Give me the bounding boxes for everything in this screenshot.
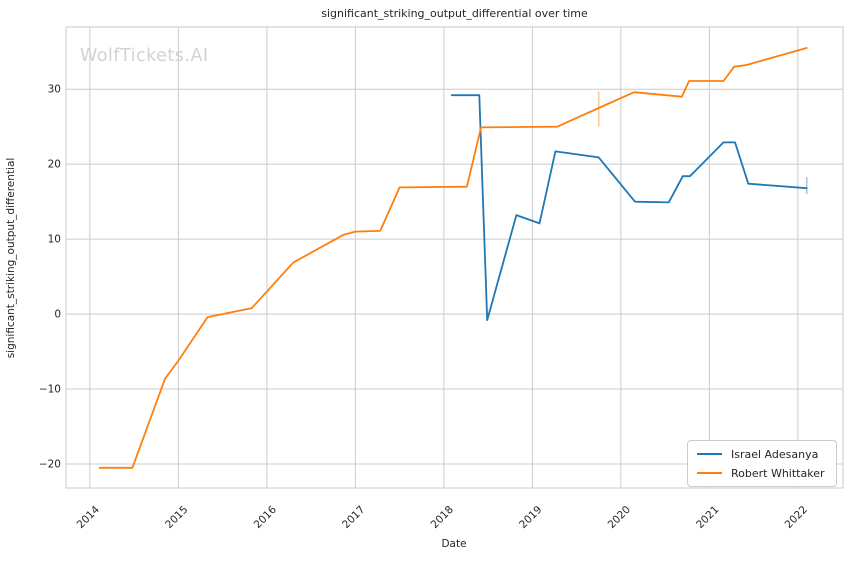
x-tick-label: 2014 [75,503,103,531]
legend-line-swatch [697,453,722,455]
y-tick-label: 30 [48,84,61,96]
legend-entry: Robert Whittaker [697,465,828,481]
x-tick-label: 2020 [606,504,633,531]
x-tick-label: 2019 [517,504,544,531]
y-tick-label: 10 [48,234,61,246]
plot-spines [65,26,844,489]
x-tick-label: 2022 [783,504,810,531]
x-tick-label: 2016 [252,503,280,531]
x-tick-label: 2015 [163,504,190,531]
x-tick-label: 2021 [694,504,721,531]
x-axis-label: Date [441,538,467,550]
legend: Israel Adesanya Robert Whittaker [687,440,837,487]
y-tick-label: 0 [54,309,61,321]
legend-line-swatch [697,472,722,474]
chart-title: significant_striking_output_differential… [321,7,588,20]
legend-label: Robert Whittaker [731,466,825,480]
series-line-robert-whittaker [98,47,808,469]
y-tick-label: −20 [39,459,61,471]
x-tick-label: 2018 [429,504,456,531]
y-tick-label: 20 [48,159,61,171]
watermark: WolfTickets.AI [80,46,209,66]
legend-label: Israel Adesanya [731,447,819,461]
series-line-israel-adesanya [450,94,808,322]
x-tick-label: 2017 [340,504,367,531]
y-tick-label: −10 [39,384,61,396]
legend-entry: Israel Adesanya [697,446,828,462]
